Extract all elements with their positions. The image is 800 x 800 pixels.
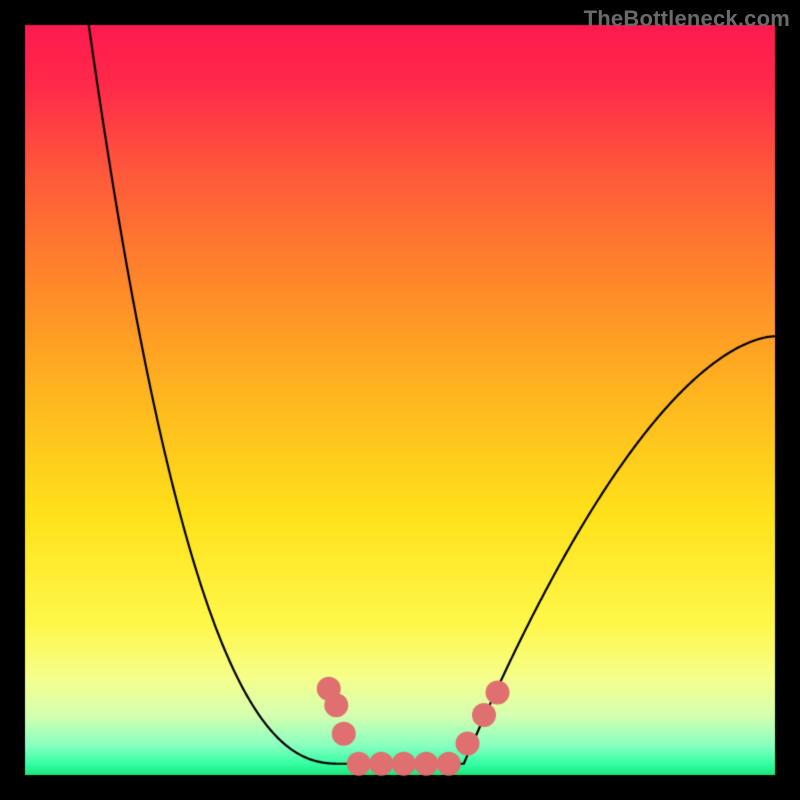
chart-stage: TheBottleneck.com bbox=[0, 0, 800, 800]
bottleneck-chart bbox=[0, 0, 800, 800]
